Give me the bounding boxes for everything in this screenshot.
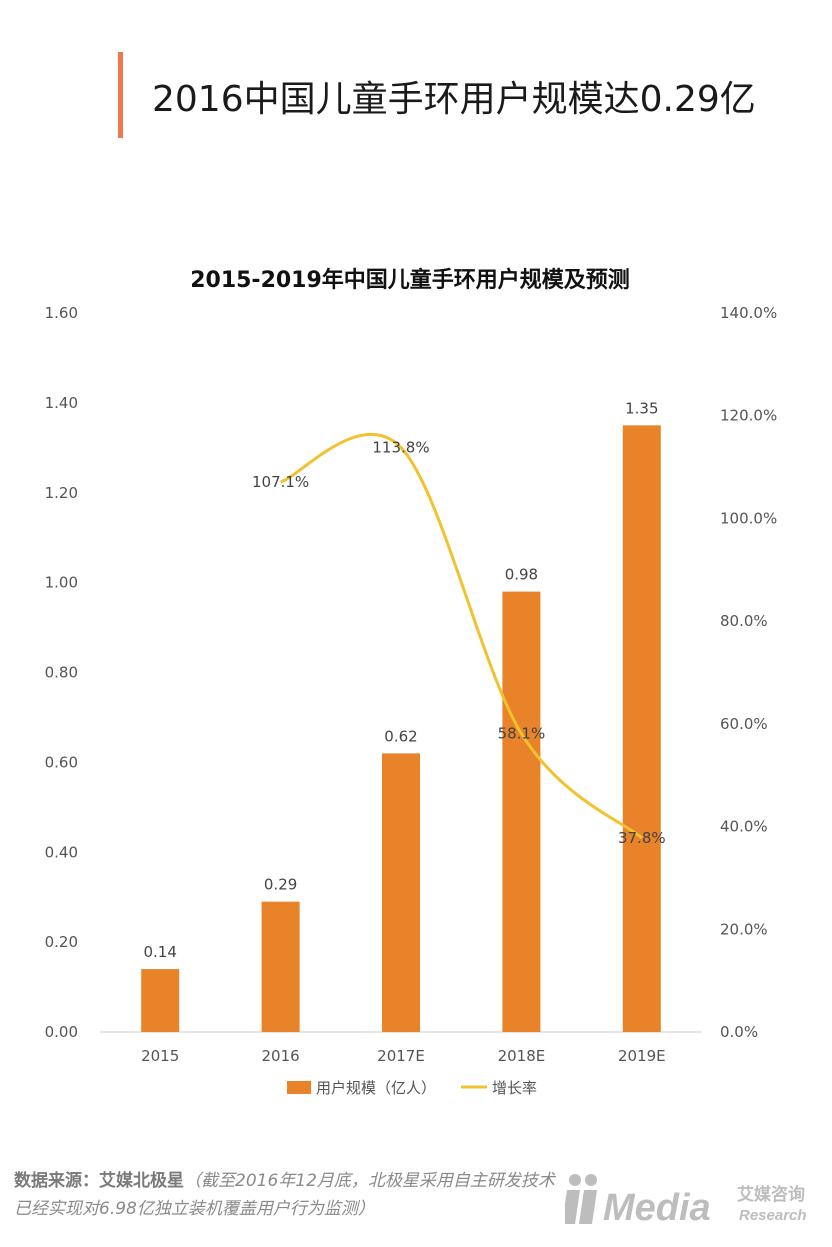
legend-line-label: 增长率 — [492, 1079, 537, 1097]
y-right-tick-label: 140.0% — [720, 304, 777, 322]
imedia-logo: Media 艾媒咨询 Research — [565, 1174, 807, 1229]
bar-data-label: 0.98 — [505, 566, 538, 584]
y-right-tick-label: 0.0% — [720, 1023, 758, 1041]
y-right-tick-label: 40.0% — [720, 818, 768, 836]
line-data-label: 107.1% — [252, 473, 309, 491]
bar-data-label: 0.62 — [384, 727, 417, 745]
bar — [622, 425, 661, 1032]
y-left-tick-label: 1.60 — [45, 304, 78, 322]
bar — [502, 591, 541, 1032]
title-accent-bar — [118, 52, 123, 138]
y-left-tick-label: 0.60 — [45, 753, 78, 771]
page-title: 2016中国儿童手环用户规模达0.29亿 — [152, 79, 756, 120]
line-data-label: 58.1% — [498, 725, 546, 743]
logo-cn-text: 艾媒咨询 — [737, 1184, 805, 1205]
source-footnote: 数据来源：艾媒北极星（截至2016年12月底，北极星采用自主研发技术已经实现对6… — [14, 1167, 559, 1223]
y-left-tick-label: 0.20 — [45, 933, 78, 951]
bar-data-label: 1.35 — [625, 399, 658, 417]
x-tick-label: 2019E — [618, 1047, 666, 1065]
x-tick-label: 2017E — [377, 1047, 425, 1065]
line-data-label: 37.8% — [618, 829, 666, 847]
y-right-tick-label: 80.0% — [720, 612, 768, 630]
y-right-tick-label: 60.0% — [720, 715, 768, 733]
y-left-tick-label: 0.40 — [45, 843, 78, 861]
y-right-tick-label: 20.0% — [720, 920, 768, 938]
y-right-tick-label: 100.0% — [720, 509, 777, 527]
y-left-tick-label: 1.00 — [45, 574, 78, 592]
imedia-logo-icon — [565, 1174, 597, 1224]
y-right-tick-label: 120.0% — [720, 407, 777, 425]
source-note: （截至2016年12月底，北极星采用自主研发技术已经实现对6.98亿独立装机覆盖… — [14, 1171, 555, 1219]
bar — [141, 969, 180, 1032]
growth-rate-line — [280, 432, 643, 840]
y-left-tick-label: 1.40 — [45, 394, 78, 412]
bar — [261, 901, 300, 1032]
chart-title: 2015-2019年中国儿童手环用户规模及预测 — [190, 268, 630, 293]
x-tick-label: 2016 — [262, 1047, 300, 1065]
x-tick-label: 2018E — [498, 1047, 546, 1065]
line-data-label: 113.8% — [372, 439, 429, 457]
logo-en-text: Research — [739, 1207, 807, 1224]
bar-data-label: 0.29 — [264, 876, 297, 894]
bar-data-label: 0.14 — [143, 943, 176, 961]
legend-bar-swatch — [287, 1081, 311, 1094]
bar — [382, 753, 420, 1032]
x-tick-label: 2015 — [141, 1047, 179, 1065]
y-left-tick-label: 0.80 — [45, 664, 78, 682]
source-label: 数据来源：艾媒北极星 — [14, 1171, 184, 1191]
legend-bar-label: 用户规模（亿人） — [316, 1079, 436, 1097]
logo-brand-text: Media — [603, 1187, 711, 1229]
y-left-tick-label: 1.20 — [45, 484, 78, 502]
y-left-tick-label: 0.00 — [45, 1023, 78, 1041]
